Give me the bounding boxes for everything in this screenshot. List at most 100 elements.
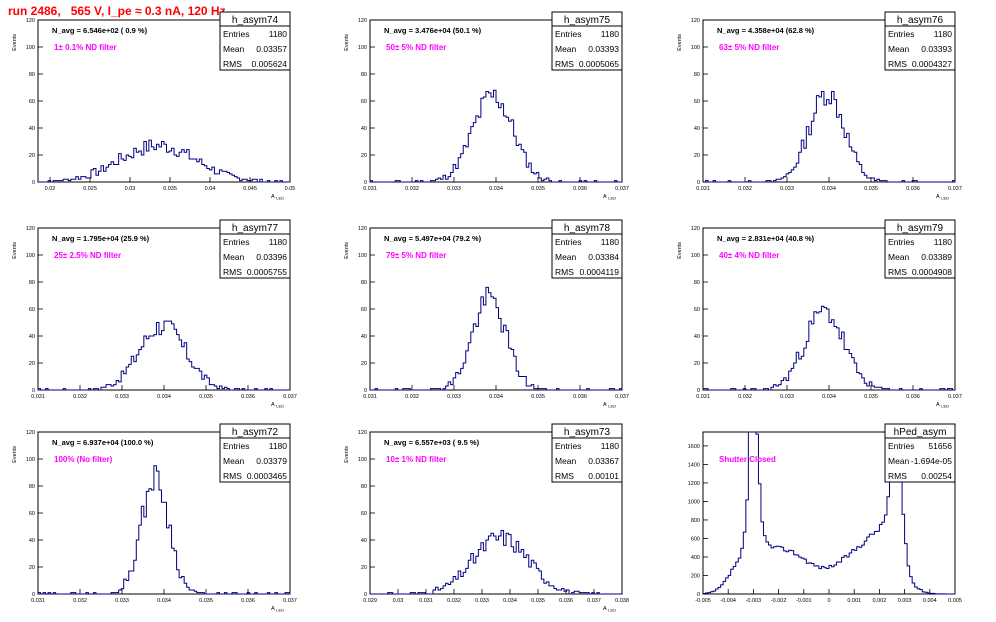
- x-tick-label: 0.033: [447, 394, 461, 400]
- histogram-series: [703, 91, 956, 183]
- x-tick-label: 0.004: [923, 598, 937, 604]
- y-tick-label: 0: [697, 180, 700, 186]
- y-tick-label: 120: [26, 226, 35, 232]
- histogram-name: h_asym73: [564, 427, 611, 438]
- x-axis-title: A LED: [271, 606, 284, 613]
- y-tick-label: 1400: [688, 462, 700, 468]
- stats-label: Mean: [555, 252, 577, 262]
- histogram-panel-hPed_asym: 0 200 400 600 800 1000 1200 1400 1600 -0.005 -0.00…: [688, 423, 962, 604]
- histogram-name: h_asym79: [897, 223, 944, 234]
- x-tick-label: 0.036: [241, 394, 255, 400]
- x-tick-label: 0.037: [615, 186, 629, 192]
- stats-value: 1180: [601, 237, 620, 247]
- filter-annotation: 1± 0.1% ND filter: [54, 43, 117, 52]
- stats-value: 51656: [928, 441, 952, 451]
- stats-label: Mean: [555, 44, 577, 54]
- histogram-panel-h_asym75: 0 20 40 60 80 100 120 0.031 0.032 0.033 0.034 0.035…: [344, 11, 629, 201]
- stats-label: RMS: [888, 471, 907, 481]
- stats-box: [219, 219, 291, 279]
- y-tick-label: 100: [358, 253, 367, 259]
- x-tick-label: 0.035: [531, 186, 545, 192]
- x-tick-label: 0.036: [559, 598, 573, 604]
- stats-value: 0.03393: [588, 44, 619, 54]
- stats-value: 0.03393: [921, 44, 952, 54]
- stats-label: Mean: [223, 252, 245, 262]
- y-tick-label: 120: [358, 226, 367, 232]
- navg-label: N_avg = 6.557e+03 ( 9.5 %): [384, 438, 480, 447]
- x-tick-label: 0.032: [447, 598, 461, 604]
- stats-value: 0.0004119: [579, 267, 619, 277]
- stats-value: 0.03396: [256, 252, 287, 262]
- y-tick-label: 40: [361, 334, 367, 340]
- y-tick-label: 20: [29, 361, 35, 367]
- histogram-series: [37, 320, 290, 391]
- y-tick-label: 120: [26, 430, 35, 436]
- x-tick-label: 0.002: [873, 598, 887, 604]
- stats-box: [219, 423, 291, 483]
- x-tick-label: 0.03: [393, 598, 404, 604]
- y-tick-label: 0: [697, 388, 700, 394]
- histogram-series: [702, 305, 955, 391]
- histogram-name: h_asym76: [897, 15, 944, 26]
- stats-value: 0.0005755: [247, 267, 287, 277]
- y-axis-title: Events: [344, 34, 350, 51]
- y-tick-label: 100: [691, 253, 700, 259]
- y-tick-label: 20: [694, 361, 700, 367]
- x-tick-label: 0.036: [906, 394, 920, 400]
- x-tick-label: 0: [827, 598, 830, 604]
- stats-value: 0.03384: [588, 252, 619, 262]
- stats-label: Mean: [888, 252, 910, 262]
- histogram-name: h_asym72: [232, 427, 279, 438]
- y-tick-label: 40: [694, 126, 700, 132]
- x-tick-label: 0.003: [898, 598, 912, 604]
- y-tick-label: 40: [29, 334, 35, 340]
- filter-annotation: 63± 5% ND filter: [719, 43, 779, 52]
- x-tick-label: 0.032: [405, 394, 419, 400]
- y-axis-title: Events: [677, 242, 683, 259]
- x-tick-label: 0.034: [503, 598, 517, 604]
- y-tick-label: 20: [361, 361, 367, 367]
- stats-label: Mean: [888, 44, 910, 54]
- x-tick-label: 0.032: [73, 598, 87, 604]
- y-tick-label: 40: [29, 538, 35, 544]
- stats-label: RMS: [888, 59, 907, 69]
- stats-label: Entries: [555, 237, 581, 247]
- stats-value: 0.0003465: [247, 471, 287, 481]
- x-tick-label: 0.035: [199, 598, 213, 604]
- stats-value: 0.0005065: [579, 59, 619, 69]
- stats-label: RMS: [223, 471, 242, 481]
- y-tick-label: 1000: [688, 499, 700, 505]
- histogram-series: [702, 431, 955, 595]
- y-tick-label: 60: [361, 99, 367, 105]
- y-tick-label: 100: [358, 45, 367, 51]
- x-tick-label: 0.031: [363, 186, 377, 192]
- y-tick-label: 120: [26, 18, 35, 24]
- y-tick-label: 60: [29, 307, 35, 313]
- x-tick-label: 0.034: [822, 186, 836, 192]
- stats-label: RMS: [888, 267, 907, 277]
- y-tick-label: 80: [694, 72, 700, 78]
- y-tick-label: 80: [361, 484, 367, 490]
- stats-label: Entries: [223, 441, 249, 451]
- stats-value: 1180: [601, 441, 620, 451]
- x-tick-label: -0.005: [695, 598, 711, 604]
- x-tick-label: 0.037: [948, 186, 962, 192]
- x-tick-label: 0.031: [696, 186, 710, 192]
- stats-box: [884, 219, 956, 279]
- filter-annotation: 25± 2.5% ND filter: [54, 251, 121, 260]
- x-tick-label: 0.035: [531, 598, 545, 604]
- y-tick-label: 20: [361, 565, 367, 571]
- stats-value: 0.03389: [921, 252, 952, 262]
- y-tick-label: 0: [364, 180, 367, 186]
- navg-label: N_avg = 1.795e+04 (25.9 %): [52, 234, 150, 243]
- x-tick-label: 0.031: [363, 394, 377, 400]
- stats-box: [551, 219, 623, 279]
- x-tick-label: 0.036: [241, 598, 255, 604]
- y-axis-title: Events: [12, 34, 18, 51]
- y-tick-label: 20: [29, 153, 35, 159]
- y-tick-label: 80: [29, 72, 35, 78]
- x-tick-label: 0.033: [447, 186, 461, 192]
- x-tick-label: 0.032: [405, 186, 419, 192]
- x-tick-label: 0.001: [847, 598, 861, 604]
